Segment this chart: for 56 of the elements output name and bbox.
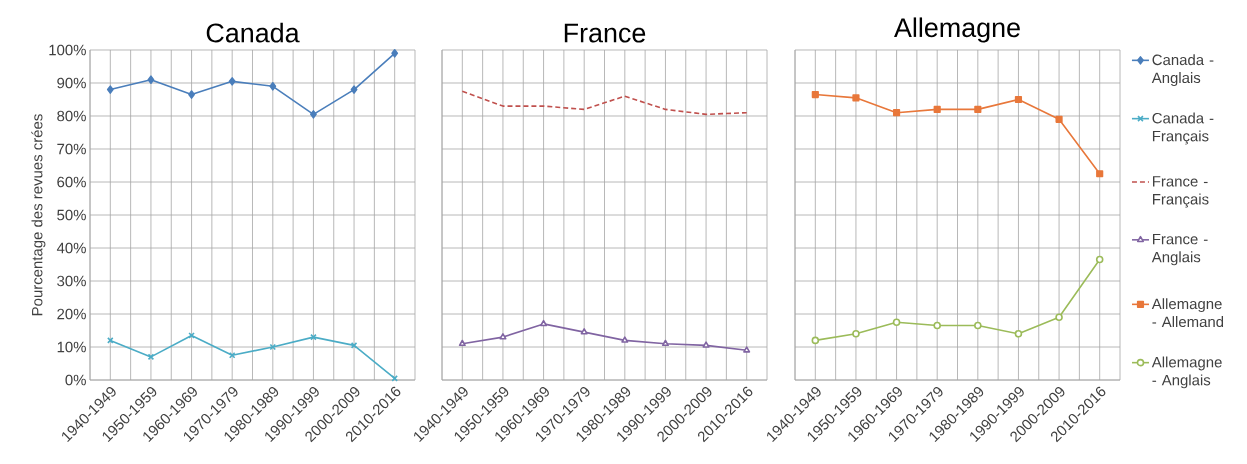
point	[580, 328, 588, 335]
point	[661, 339, 669, 347]
point	[811, 336, 820, 345]
point	[933, 321, 941, 330]
point	[811, 90, 819, 99]
legend-label: Allemagne - Anglais	[1151, 356, 1222, 389]
point	[892, 318, 901, 327]
y-tick-label: 20%	[57, 308, 86, 320]
point	[974, 105, 982, 113]
chart-title: Canada	[206, 22, 300, 43]
point	[147, 75, 155, 84]
point	[892, 109, 901, 117]
legend-label: France - Français	[1153, 176, 1209, 208]
legend-label: Allemagne - Allemand	[1151, 298, 1224, 328]
point	[228, 77, 236, 86]
y-tick-label: 30%	[57, 275, 86, 287]
point	[702, 341, 710, 348]
y-tick-label: 40%	[56, 242, 86, 254]
point	[1096, 170, 1104, 178]
point	[269, 82, 277, 91]
point	[933, 105, 941, 113]
y-tick-label: 50%	[57, 209, 86, 221]
point	[188, 90, 195, 99]
point	[743, 346, 751, 353]
legend-label: Canada - Français	[1152, 112, 1214, 145]
point	[228, 351, 236, 359]
y-tick-label: 10%	[57, 341, 86, 353]
point	[350, 85, 358, 94]
point	[852, 330, 860, 338]
point	[1014, 330, 1023, 338]
point	[974, 321, 982, 330]
legend-label: France - Anglais	[1151, 233, 1208, 266]
y-tick-label: 80%	[57, 110, 86, 122]
y-tick-label: 100%	[49, 44, 86, 56]
y-tick-label: 70%	[57, 143, 86, 155]
y-axis-title: Pourcentage des revues crées	[31, 114, 46, 316]
chart-title: France	[564, 23, 646, 43]
point	[540, 319, 548, 327]
y-tick-label: 0%	[65, 374, 86, 386]
point	[499, 333, 507, 340]
point	[188, 332, 195, 339]
point	[1095, 255, 1104, 264]
legend-label: Canada - Anglais	[1151, 54, 1214, 87]
y-tick-label: 90%	[57, 77, 86, 89]
point	[1014, 95, 1023, 104]
chart-title: Allemagne	[894, 17, 1020, 43]
y-tick-label: 60%	[57, 176, 86, 188]
point	[621, 336, 629, 343]
point	[106, 85, 114, 94]
point	[458, 339, 466, 347]
point	[147, 353, 155, 361]
point	[391, 49, 399, 58]
point	[310, 110, 317, 119]
point	[1055, 313, 1063, 322]
point	[852, 94, 860, 102]
point	[1055, 115, 1063, 123]
